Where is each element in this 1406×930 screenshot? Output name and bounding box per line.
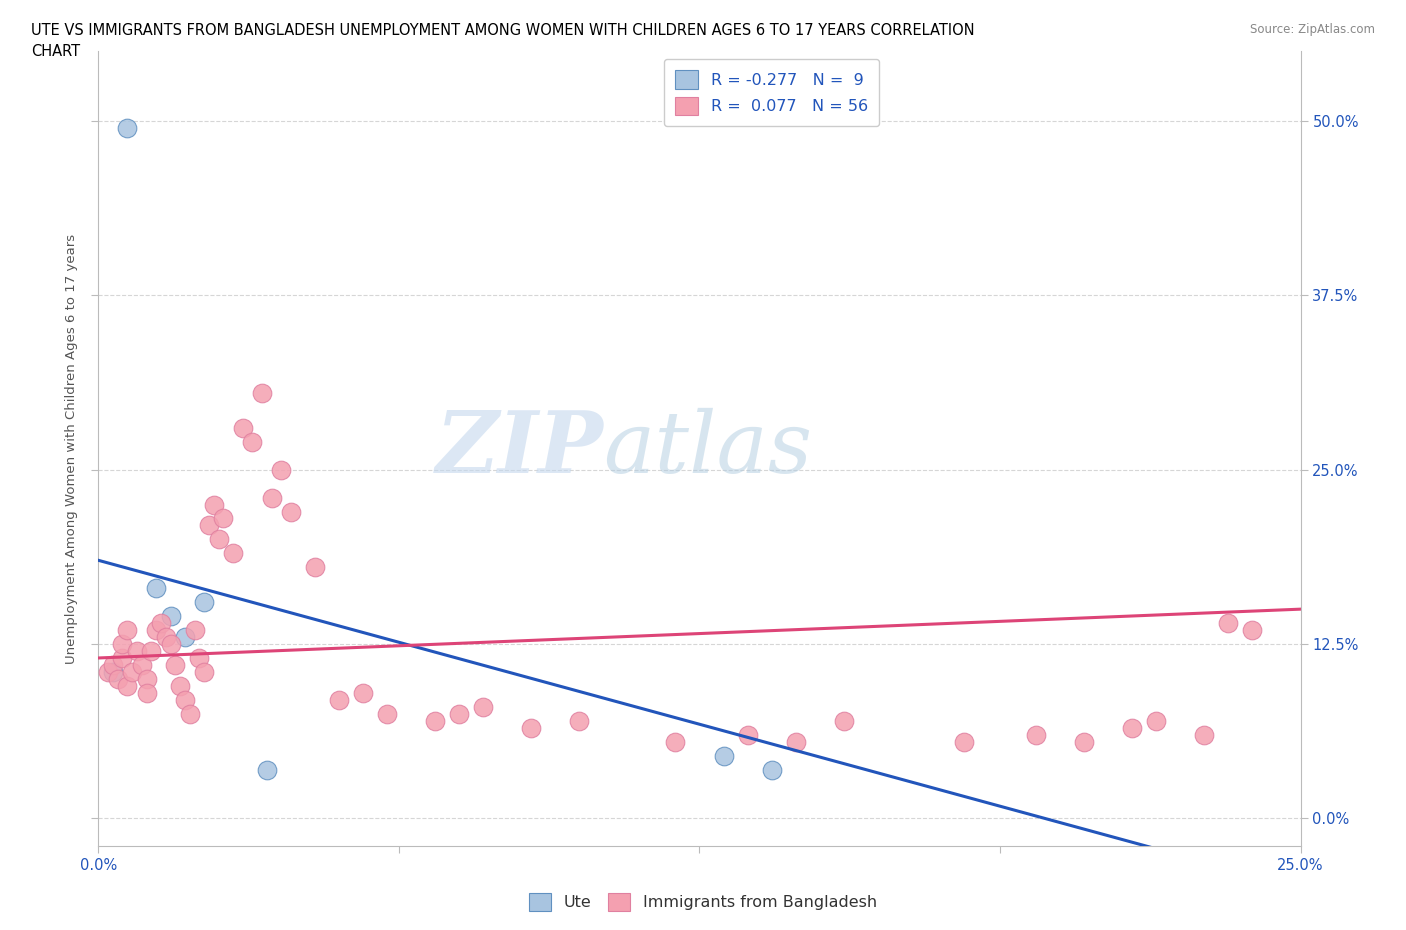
Point xyxy=(125,644,148,658)
Point xyxy=(149,616,172,631)
Text: ZIP: ZIP xyxy=(436,407,603,490)
Point xyxy=(1121,721,1143,736)
Point xyxy=(352,685,374,700)
Point xyxy=(159,637,181,652)
Point xyxy=(198,518,221,533)
Point xyxy=(212,512,235,526)
Point xyxy=(155,630,177,644)
Point xyxy=(174,693,197,708)
Text: Source: ZipAtlas.com: Source: ZipAtlas.com xyxy=(1250,23,1375,36)
Point xyxy=(222,546,245,561)
Point xyxy=(193,595,215,610)
Point xyxy=(761,763,783,777)
Point xyxy=(101,665,124,680)
Point xyxy=(328,693,350,708)
Point xyxy=(280,504,302,519)
Text: UTE VS IMMIGRANTS FROM BANGLADESH UNEMPLOYMENT AMONG WOMEN WITH CHILDREN AGES 6 : UTE VS IMMIGRANTS FROM BANGLADESH UNEMPL… xyxy=(31,23,974,38)
Point xyxy=(183,623,205,638)
Point xyxy=(121,665,143,680)
Point xyxy=(131,658,153,672)
Point xyxy=(145,623,167,638)
Point xyxy=(117,679,139,694)
Point xyxy=(1073,735,1095,750)
Point xyxy=(240,434,263,449)
Point xyxy=(1025,727,1047,742)
Point xyxy=(250,386,273,401)
Point xyxy=(169,679,191,694)
Point xyxy=(713,748,735,763)
Point xyxy=(260,490,283,505)
Point xyxy=(270,462,292,477)
Text: atlas: atlas xyxy=(603,407,813,490)
Point xyxy=(135,685,157,700)
Point xyxy=(188,651,211,666)
Point xyxy=(737,727,759,742)
Point xyxy=(179,707,201,722)
Point xyxy=(174,630,197,644)
Point xyxy=(1144,713,1167,728)
Point xyxy=(208,532,231,547)
Point xyxy=(304,560,326,575)
Point xyxy=(447,707,470,722)
Point xyxy=(423,713,446,728)
Point xyxy=(117,121,139,136)
Point xyxy=(107,671,129,686)
Point xyxy=(193,665,215,680)
Point xyxy=(141,644,163,658)
Point xyxy=(165,658,187,672)
Point xyxy=(375,707,398,722)
Point xyxy=(232,420,254,435)
Point xyxy=(953,735,976,750)
Point xyxy=(135,671,157,686)
Text: CHART: CHART xyxy=(31,44,80,59)
Point xyxy=(111,651,134,666)
Point xyxy=(1194,727,1216,742)
Point xyxy=(117,623,139,638)
Point xyxy=(472,699,495,714)
Point xyxy=(145,581,167,596)
Point xyxy=(785,735,807,750)
Point xyxy=(97,665,120,680)
Point xyxy=(111,637,134,652)
Y-axis label: Unemployment Among Women with Children Ages 6 to 17 years: Unemployment Among Women with Children A… xyxy=(65,233,79,664)
Legend: R = -0.277   N =  9, R =  0.077   N = 56: R = -0.277 N = 9, R = 0.077 N = 56 xyxy=(664,60,879,126)
Point xyxy=(202,498,225,512)
Point xyxy=(664,735,686,750)
Point xyxy=(520,721,543,736)
Point xyxy=(1241,623,1264,638)
Point xyxy=(159,609,181,624)
Point xyxy=(832,713,855,728)
Point xyxy=(568,713,591,728)
Point xyxy=(101,658,124,672)
Point xyxy=(1218,616,1240,631)
Point xyxy=(256,763,278,777)
Legend: Ute, Immigrants from Bangladesh: Ute, Immigrants from Bangladesh xyxy=(523,886,883,917)
